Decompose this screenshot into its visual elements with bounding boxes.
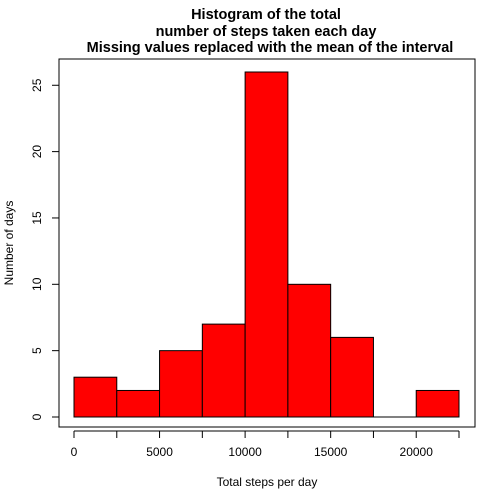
x-tick-label: 15000 [314, 445, 348, 459]
chart-title-line-3: Missing values replaced with the mean of… [87, 40, 454, 56]
histogram-bar [330, 336, 374, 418]
y-axis-label: Number of days [2, 201, 16, 286]
y-tick-label: 5 [30, 347, 44, 354]
x-tick-label: 20000 [400, 445, 434, 459]
histogram-bar [244, 71, 289, 418]
histogram-bar [415, 389, 460, 418]
x-tick-label: 10000 [228, 445, 262, 459]
chart-title-line-1: Histogram of the total [191, 7, 341, 23]
y-axis: 0 5 10 15 20 25 [30, 78, 60, 420]
y-tick-label: 20 [30, 145, 44, 159]
x-axis-label: Total steps per day [217, 475, 318, 489]
bars-group [73, 71, 460, 418]
histogram-bar [201, 323, 246, 418]
x-tick-label: 0 [71, 445, 78, 459]
y-tick-label: 25 [30, 78, 44, 92]
histogram-bar [116, 389, 161, 418]
histogram-bar [159, 350, 203, 418]
y-tick-label: 10 [30, 277, 44, 291]
histogram-bar [73, 376, 118, 418]
chart-title-line-2: number of steps taken each day [156, 24, 377, 40]
y-tick-label: 15 [30, 211, 44, 225]
histogram-bar [287, 283, 332, 418]
x-tick-label: 5000 [146, 445, 173, 459]
y-tick-label: 0 [30, 413, 44, 420]
x-axis: 0 5000 10000 15000 20000 [71, 430, 460, 459]
